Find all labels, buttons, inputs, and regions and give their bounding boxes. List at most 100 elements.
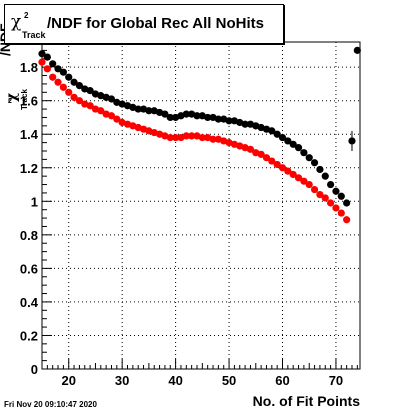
title-superscript: 2 [24, 11, 29, 20]
data-point-red [209, 135, 217, 143]
data-point-black [353, 46, 361, 54]
data-point-black [241, 120, 249, 128]
data-point-black [161, 110, 169, 118]
data-point-black [268, 127, 276, 135]
axis-ticks [42, 49, 358, 370]
data-point-red [316, 191, 324, 199]
data-point-black [75, 82, 84, 90]
data-point-black [300, 149, 308, 157]
y-tick-label: 1 [31, 194, 38, 209]
data-point-black [332, 187, 340, 195]
data-point-black [337, 192, 345, 200]
data-point-red [65, 88, 73, 96]
x-tick-label: 70 [329, 373, 343, 388]
data-point-black [193, 112, 201, 120]
data-point-red [284, 167, 292, 175]
data-point-red [310, 185, 319, 194]
data-point-black [49, 60, 57, 68]
data-point-red [257, 150, 265, 158]
data-point-red [75, 97, 84, 105]
data-point-black [182, 110, 190, 118]
data-point-red [343, 216, 351, 224]
grid-lines [42, 42, 360, 369]
data-point-black [166, 113, 174, 122]
data-point-red [172, 133, 180, 142]
data-point-red [321, 194, 329, 202]
data-point-red [86, 102, 94, 110]
data-point-black [294, 144, 303, 152]
data-point-black [134, 105, 142, 113]
data-point-black [225, 117, 233, 125]
data-point-black [284, 137, 292, 145]
x-tick-label: 40 [168, 373, 182, 388]
data-point-red [273, 160, 281, 169]
y-tick-label: 0.6 [20, 261, 38, 276]
y-tick-label: 1.2 [20, 161, 38, 176]
data-points [38, 46, 361, 224]
data-point-red [268, 157, 276, 165]
y-axis-label-sub: Track [20, 89, 29, 110]
y-tick-label: 0.2 [20, 328, 38, 343]
data-point-black [214, 115, 222, 123]
data-point-red [332, 204, 340, 212]
data-point-red [38, 58, 46, 66]
data-point-black [70, 78, 78, 86]
data-point-red [49, 73, 57, 81]
data-point-red [188, 132, 196, 140]
y-axis-label-sup: 2 [8, 98, 12, 105]
data-point-red [198, 133, 206, 142]
data-point-red [337, 209, 345, 217]
y-tick-labels: 0 0.2 0.4 0.6 0.8 1 1.2 1.4 1.6 1.8 [20, 60, 39, 377]
y-tick-label: 0 [31, 362, 38, 377]
data-point-black [310, 159, 319, 167]
data-point-black [107, 95, 116, 103]
data-point-black [327, 180, 335, 189]
data-point-red [300, 177, 308, 185]
chart-title: /NDF for Global Rec All NoHits [47, 15, 264, 32]
x-axis-label: No. of Fit Points [252, 393, 360, 409]
data-point-black [316, 165, 324, 174]
data-point-red [182, 132, 190, 140]
data-point-black [305, 154, 313, 162]
x-tick-label: 60 [275, 373, 289, 388]
data-point-red [59, 83, 67, 91]
x-tick-label: 30 [115, 373, 129, 388]
data-point-black [204, 113, 212, 122]
data-point-red [166, 133, 174, 142]
data-point-red [246, 145, 255, 153]
data-point-red [305, 180, 313, 189]
x-tick-label: 50 [222, 373, 236, 388]
data-point-red [113, 115, 121, 123]
data-point-red [54, 78, 62, 86]
data-point-red [327, 199, 335, 207]
data-point-black [343, 199, 351, 207]
data-point-red [262, 154, 271, 162]
data-point-red [289, 170, 297, 179]
x-tick-label: 20 [61, 373, 75, 388]
data-point-red [70, 93, 78, 101]
data-point-black [321, 172, 329, 180]
title-subscript: Track [22, 30, 46, 40]
y-tick-label: 1.8 [20, 60, 38, 75]
data-point-black [348, 137, 356, 145]
y-axis-label-chi: χ [4, 92, 20, 102]
date-stamp: Fri Nov 20 09:10:47 2020 [4, 400, 97, 409]
data-point-red [278, 164, 287, 172]
data-point-black [289, 140, 297, 148]
y-tick-label: 0.4 [20, 295, 39, 310]
data-point-red [43, 65, 51, 73]
y-axis-label: /NDF χ 2 Track [0, 23, 36, 114]
data-point-black [278, 133, 287, 142]
x-tick-labels: 20 30 40 50 60 70 [61, 373, 343, 388]
data-point-black [43, 53, 51, 61]
title-chi-symbol: χ [11, 12, 22, 32]
data-point-red [97, 107, 105, 115]
y-tick-label: 1.6 [20, 94, 38, 109]
data-point-black [38, 50, 46, 58]
data-point-black [86, 87, 94, 95]
y-tick-label: 0.8 [20, 228, 38, 243]
data-point-black [65, 73, 73, 81]
data-point-red [107, 112, 116, 120]
data-point-red [294, 174, 303, 182]
